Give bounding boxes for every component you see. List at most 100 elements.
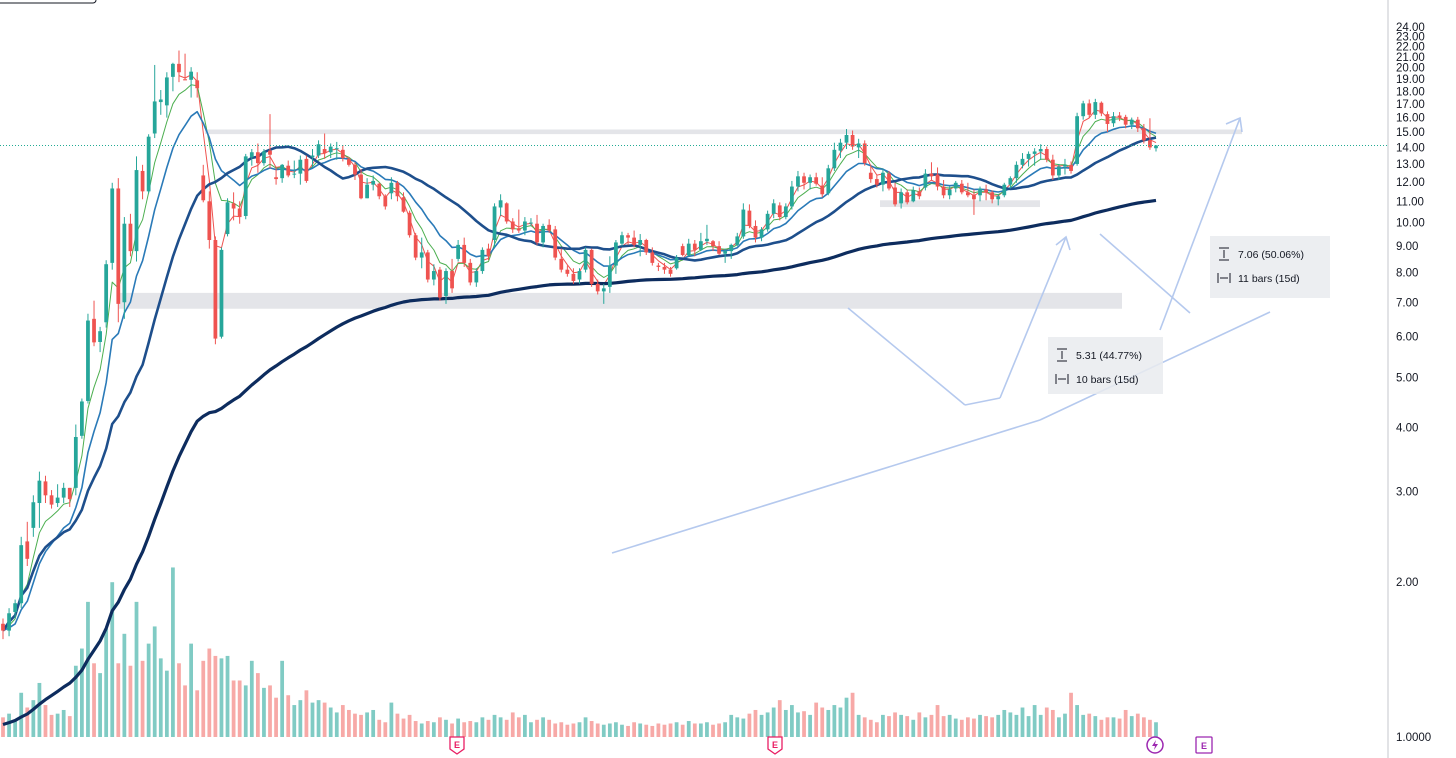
candle-body — [122, 223, 127, 303]
y-tick-label: 6.00 — [1396, 332, 1418, 344]
volume-bar — [207, 648, 212, 737]
candle-body — [644, 240, 649, 253]
volume-bar — [371, 709, 376, 737]
candle — [698, 232, 703, 252]
candle-body — [1123, 116, 1128, 125]
candle-body — [777, 205, 782, 218]
candle-body — [529, 222, 533, 224]
candle — [468, 258, 473, 286]
candle-body — [923, 173, 928, 188]
candle — [565, 265, 570, 277]
candle-body — [881, 172, 885, 185]
support-zones — [118, 129, 1242, 309]
candle-body — [523, 221, 527, 231]
candle-body — [1020, 158, 1025, 165]
candle — [947, 186, 952, 200]
candle — [177, 50, 181, 83]
candle-body — [498, 200, 503, 208]
candle — [626, 232, 630, 245]
volume-bar — [965, 717, 970, 737]
volume-bar — [140, 660, 145, 737]
toolbar-corner — [0, 0, 97, 4]
candle — [577, 268, 582, 284]
candle — [1014, 161, 1019, 183]
candle-body — [814, 177, 819, 184]
candle-body — [917, 191, 922, 197]
candle — [1044, 146, 1049, 163]
volume-bars — [1, 567, 1158, 737]
legend-panel-edge — [0, 0, 97, 4]
candle — [1032, 148, 1037, 166]
volume-bar — [650, 725, 655, 737]
measure-annotations[interactable]: 7.06 (50.06%) 11 bars (15d) 5.31 (44.77%) 1… — [1048, 236, 1330, 394]
candle-body — [832, 149, 837, 169]
volume-bar — [783, 709, 788, 737]
candle — [711, 240, 715, 252]
ma-medium-long-line — [1, 136, 1157, 632]
axis-panel — [1388, 0, 1456, 758]
candle — [280, 163, 285, 183]
volume-bar — [438, 717, 442, 737]
candle — [510, 218, 515, 233]
candle — [632, 230, 636, 248]
candle-body — [656, 265, 661, 267]
volume-bar — [547, 719, 552, 737]
event-marker-earnings-upcoming: E — [1195, 736, 1213, 754]
volume-bar — [680, 724, 685, 737]
candle — [310, 149, 315, 168]
candle-body — [504, 203, 509, 222]
volume-bar — [86, 601, 90, 737]
volume-bar — [1154, 722, 1158, 737]
candle — [1141, 123, 1146, 144]
volume-bar — [1087, 713, 1092, 737]
event-marker-earnings: E — [449, 736, 465, 755]
candle — [650, 247, 655, 266]
volume-bar — [1038, 714, 1043, 737]
volume-bar — [25, 707, 30, 737]
candle-body — [456, 244, 461, 259]
candle-body — [899, 192, 904, 204]
candle-body — [547, 224, 552, 231]
candle — [134, 156, 139, 262]
volume-bar — [674, 722, 679, 737]
candle — [783, 203, 788, 220]
volume-bar — [832, 705, 837, 737]
price-range-bars: 10 bars (15d) — [1076, 374, 1138, 386]
volume-bar — [1014, 714, 1019, 737]
volume-bar — [219, 658, 224, 737]
volume-bar — [177, 663, 181, 737]
horizontal-range-icon — [1055, 374, 1069, 384]
candle-body — [553, 229, 558, 258]
candle-body — [893, 187, 897, 205]
candle — [116, 178, 121, 323]
volume-bar — [347, 709, 351, 737]
candle — [984, 184, 988, 201]
trend-drawings[interactable] — [611, 116, 1271, 554]
candle — [450, 258, 454, 293]
volume-bar — [523, 714, 527, 737]
candle — [1057, 163, 1061, 181]
volume-bar — [213, 655, 218, 737]
candle — [735, 232, 740, 247]
volume-bar — [383, 722, 388, 737]
candle-body — [686, 243, 691, 255]
candle-body — [1105, 114, 1110, 124]
volume-bar — [838, 707, 843, 737]
y-tick-label: 4.00 — [1396, 422, 1418, 434]
volume-bar — [116, 663, 121, 737]
volume-bar — [1093, 716, 1098, 737]
volume-bar — [753, 709, 758, 737]
candle-body — [413, 235, 418, 258]
volume-bar — [431, 722, 436, 737]
volume-bar — [450, 723, 454, 737]
volume-bar — [881, 714, 885, 737]
price-axis[interactable]: 24.0023.0022.0021.0020.0019.0018.0017.00… — [1387, 0, 1456, 758]
candle — [990, 190, 995, 204]
volume-bar — [765, 712, 770, 737]
y-tick-label: 19.00 — [1396, 74, 1425, 86]
candle-body — [134, 170, 139, 252]
y-tick-label: 24.00 — [1396, 22, 1425, 34]
candle — [559, 248, 564, 273]
